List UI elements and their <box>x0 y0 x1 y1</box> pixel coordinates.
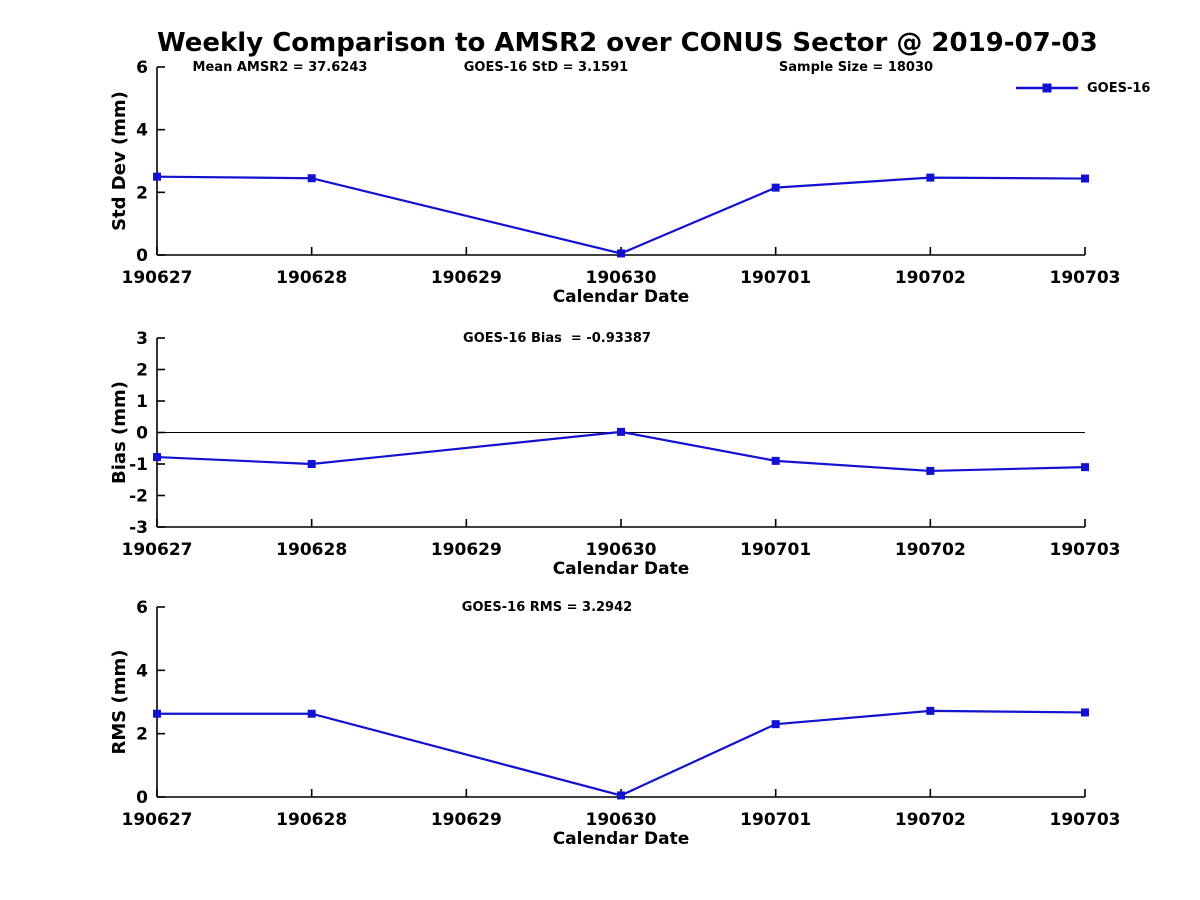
x-tick-label: 190702 <box>895 810 966 830</box>
annotation: Sample Size = 18030 <box>779 60 933 75</box>
x-tick-label: 190702 <box>895 268 966 288</box>
legend: GOES-16 <box>1015 80 1150 96</box>
x-tick-label: 190630 <box>586 540 657 560</box>
series-line <box>157 709 1086 797</box>
annotation: GOES-16 StD = 3.1591 <box>464 60 628 75</box>
series-line <box>156 430 1086 473</box>
data-point-marker <box>1081 708 1089 717</box>
data-point-marker <box>926 173 935 182</box>
data-point-marker <box>771 456 780 465</box>
x-tick-label: 190630 <box>586 810 657 830</box>
legend-marker <box>1042 83 1052 93</box>
y-tick-label: 0 <box>136 246 148 266</box>
x-axis-label: Calendar Date <box>553 559 690 579</box>
data-point-marker <box>617 427 625 436</box>
data-point-marker <box>153 172 161 181</box>
data-point-marker <box>617 249 625 258</box>
data-point-marker <box>153 453 161 462</box>
x-tick-label: 190628 <box>276 268 347 288</box>
y-tick-label: 2 <box>136 725 148 745</box>
y-axis-label: Std Dev (mm) <box>109 91 130 231</box>
x-axis-label: Calendar Date <box>553 829 690 849</box>
y-tick-label: 2 <box>136 361 148 381</box>
data-point-marker <box>1081 174 1089 183</box>
data-point-marker <box>617 791 625 800</box>
y-tick-label: 0 <box>136 424 148 444</box>
legend-line-marker-icon <box>1016 83 1078 93</box>
x-tick-label: 190702 <box>895 540 966 560</box>
data-point-marker <box>1081 463 1089 472</box>
x-tick-label: 190630 <box>586 268 657 288</box>
data-point-marker <box>926 706 935 715</box>
x-tick-label: 190628 <box>276 540 347 560</box>
x-tick-label: 190703 <box>1050 268 1121 288</box>
y-axis-label: RMS (mm) <box>109 650 130 755</box>
x-tick-label: 190701 <box>740 268 811 288</box>
x-tick-label: 190703 <box>1050 540 1121 560</box>
y-tick-label: -1 <box>129 455 148 475</box>
x-tick-label: 190627 <box>122 540 193 560</box>
legend-label: GOES-16 <box>1087 80 1151 96</box>
x-tick-label: 190627 <box>122 810 193 830</box>
annotation: GOES-16 RMS = 3.2942 <box>462 600 632 615</box>
x-tick-label: 190701 <box>740 540 811 560</box>
y-tick-label: 1 <box>136 392 148 412</box>
data-point-marker <box>307 709 316 718</box>
y-tick-label: 2 <box>136 183 148 203</box>
x-tick-label: 190627 <box>122 268 193 288</box>
y-tick-label: 3 <box>136 329 148 349</box>
y-tick-label: 4 <box>136 121 148 141</box>
y-tick-label: -3 <box>129 518 148 538</box>
series-line <box>156 175 1086 255</box>
y-tick-label: -2 <box>129 487 148 507</box>
data-point-marker <box>771 720 780 729</box>
y-axis-label: Bias (mm) <box>109 381 130 484</box>
annotation: GOES-16 Bias = -0.93387 <box>463 331 651 346</box>
x-tick-label: 190629 <box>431 268 502 288</box>
y-tick-label: 6 <box>136 598 148 618</box>
y-tick-label: 0 <box>136 788 148 808</box>
y-tick-label: 6 <box>136 58 148 78</box>
data-point-marker <box>926 466 935 475</box>
x-tick-label: 190629 <box>431 810 502 830</box>
y-tick-label: 4 <box>136 661 148 681</box>
data-point-marker <box>153 709 161 718</box>
chart-title: Weekly Comparison to AMSR2 over CONUS Se… <box>157 28 1098 58</box>
data-point-marker <box>307 174 316 183</box>
data-point-marker <box>307 460 316 468</box>
x-tick-label: 190703 <box>1050 810 1121 830</box>
x-tick-label: 190629 <box>431 540 502 560</box>
data-point-marker <box>771 183 780 192</box>
x-tick-label: 190628 <box>276 810 347 830</box>
annotation: Mean AMSR2 = 37.6243 <box>193 60 368 75</box>
x-tick-label: 190701 <box>740 810 811 830</box>
x-axis-label: Calendar Date <box>553 287 690 307</box>
